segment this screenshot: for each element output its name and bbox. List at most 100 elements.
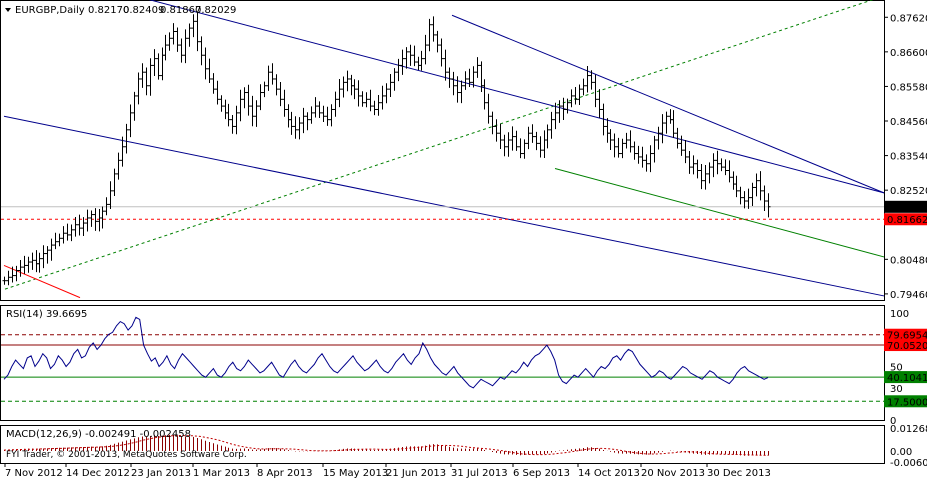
ohlc-bar — [471, 66, 476, 88]
ohlc-bar — [262, 81, 267, 98]
ohlc-low: 0.81867 — [160, 5, 201, 16]
ohlc-bar — [191, 14, 196, 38]
ohlc-bar — [238, 89, 243, 122]
ohlc-bar — [104, 197, 109, 216]
ohlc-bar — [404, 47, 409, 69]
rsi-level-tag-bg — [884, 395, 927, 408]
ohlc-bar — [435, 30, 440, 53]
time-axis: 7 Nov 2012 14 Dec 2012 23 Jan 2013 1 Mar 20… — [4, 464, 771, 479]
price-bars — [2, 11, 771, 286]
ohlc-bar — [163, 34, 168, 61]
ohlc-bar — [297, 117, 302, 140]
ohlc-bar — [341, 76, 346, 98]
ohlc-bar — [427, 18, 432, 52]
macd-histogram — [3, 434, 769, 456]
ohlc-bar — [81, 217, 86, 236]
current-price-tag: 0.82029 — [884, 200, 927, 214]
ohlc-bar — [171, 23, 176, 45]
ohlc-bar — [419, 50, 424, 71]
ohlc-bar — [577, 84, 582, 106]
ohlc-bar — [514, 130, 519, 151]
ohlc-bar — [329, 104, 334, 127]
ohlc-bar — [219, 95, 224, 112]
ohlc-bar — [270, 63, 275, 85]
time-tick-label: 30 Dec 2013 — [707, 468, 771, 479]
time-tick-label: 8 Apr 2013 — [257, 468, 312, 479]
ohlc-bar — [530, 124, 535, 143]
ohlc-bar — [675, 127, 680, 149]
ohlc-bar — [156, 53, 161, 80]
ohlc-bar — [325, 106, 330, 126]
ohlc-bar — [742, 191, 747, 209]
ohlc-bar — [549, 111, 554, 139]
time-tick-label: 23 Jan 2013 — [131, 468, 191, 479]
ohlc-bar — [683, 139, 688, 164]
rsi-level-tag-bg — [884, 339, 927, 352]
ohlc-bar — [14, 265, 19, 282]
ohlc-bar — [53, 232, 58, 250]
ohlc-bar — [309, 106, 314, 124]
ohlc-bar — [85, 209, 90, 232]
ohlc-bar — [467, 68, 472, 87]
ohlc-high: 0.82409 — [123, 5, 164, 16]
ohlc-bar — [691, 155, 696, 175]
collapse-triangle-icon[interactable] — [5, 8, 11, 12]
channel-upper-line-1 — [148, 0, 885, 194]
ohlc-bar — [293, 116, 298, 139]
time-tick-label: 15 May 2013 — [323, 468, 388, 479]
ohlc-bar — [593, 74, 598, 108]
ohlc-bar — [475, 57, 480, 78]
ohlc-bar — [274, 74, 279, 96]
ohlc-bar — [498, 123, 503, 149]
ohlc-bar — [762, 185, 767, 212]
ohlc-bar — [455, 76, 460, 103]
ohlc-bar — [175, 27, 180, 52]
rsi-tick-label: 0 — [890, 416, 896, 427]
ohlc-bar — [719, 158, 724, 172]
ohlc-bar — [254, 100, 259, 127]
ohlc-bar — [447, 67, 452, 88]
ohlc-bar — [423, 34, 428, 65]
price-trendlines — [1, 0, 885, 299]
ohlc-bar — [73, 217, 78, 237]
rsi-series-line — [3, 316, 769, 389]
ohlc-bar — [553, 102, 558, 130]
ohlc-bar — [10, 266, 15, 283]
ohlc-bar — [77, 214, 82, 236]
ohlc-bar — [2, 276, 7, 285]
ohlc-bar — [93, 208, 98, 231]
time-tick-label: 31 Jul 2013 — [451, 468, 508, 479]
ohlc-bar — [242, 87, 247, 109]
ohlc-bar — [388, 74, 393, 98]
ohlc-bar — [69, 224, 74, 242]
ohlc-bar — [628, 130, 633, 153]
ohlc-bar — [522, 139, 527, 159]
macd-tick-label: -0.006025 — [890, 458, 927, 469]
ohlc-bar — [230, 114, 235, 134]
ohlc-bar — [400, 49, 405, 75]
ohlc-bar — [652, 135, 657, 163]
time-tick-label: 20 Nov 2013 — [641, 468, 705, 479]
ohlc-bar — [561, 97, 566, 121]
price-panel[interactable] — [0, 0, 885, 301]
ohlc-bar — [557, 100, 562, 123]
ohlc-bar — [356, 80, 361, 107]
macd-panel[interactable] — [0, 425, 885, 464]
rsi-level-tag: 70.05208 — [884, 339, 927, 352]
ohlc-close: 0.82029 — [195, 5, 236, 16]
rsi-levels — [1, 334, 884, 402]
ohlc-bar — [376, 94, 381, 116]
ohlc-bar — [534, 131, 539, 151]
ohlc-bar — [412, 45, 417, 67]
ohlc-bar — [601, 103, 606, 136]
ohlc-bar — [660, 114, 665, 144]
ohlc-bar — [148, 58, 153, 96]
ohlc-bar — [333, 91, 338, 117]
